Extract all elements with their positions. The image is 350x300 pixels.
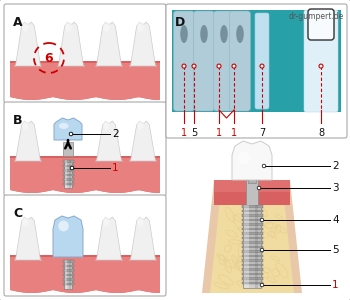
Text: 2: 2 (112, 129, 119, 139)
FancyBboxPatch shape (304, 10, 338, 112)
Bar (64, 260, 72, 289)
Circle shape (217, 64, 221, 68)
Bar (63, 173, 74, 176)
Polygon shape (10, 255, 160, 293)
Polygon shape (10, 63, 160, 100)
Bar (241, 223, 262, 226)
Ellipse shape (137, 18, 144, 32)
Circle shape (182, 64, 186, 68)
Ellipse shape (236, 25, 244, 43)
FancyBboxPatch shape (230, 11, 251, 111)
Bar (241, 277, 262, 280)
Ellipse shape (103, 118, 110, 130)
Ellipse shape (22, 18, 29, 32)
Text: 1: 1 (332, 280, 339, 290)
Bar (69, 160, 71, 188)
Text: 2: 2 (332, 161, 339, 171)
Bar (63, 142, 73, 156)
Ellipse shape (220, 25, 228, 43)
Ellipse shape (22, 118, 29, 130)
FancyBboxPatch shape (4, 4, 166, 103)
Text: 5: 5 (332, 245, 339, 255)
Polygon shape (96, 121, 122, 161)
Bar (241, 254, 262, 257)
Bar (241, 236, 262, 239)
Polygon shape (54, 118, 82, 140)
Bar (63, 274, 74, 276)
Bar (241, 272, 262, 275)
Text: 5: 5 (191, 128, 197, 138)
FancyBboxPatch shape (4, 102, 166, 196)
Polygon shape (130, 121, 156, 161)
Polygon shape (10, 257, 160, 293)
Bar (248, 175, 256, 183)
Polygon shape (210, 180, 294, 293)
Bar (241, 209, 262, 212)
Ellipse shape (103, 213, 110, 227)
Polygon shape (130, 22, 156, 66)
Text: B: B (13, 114, 22, 127)
Text: 4: 4 (332, 215, 339, 225)
Bar (63, 169, 74, 172)
Polygon shape (202, 180, 302, 293)
Text: 1: 1 (216, 128, 222, 138)
Bar (63, 164, 74, 167)
Bar (241, 241, 262, 244)
Polygon shape (10, 158, 160, 193)
Bar (63, 283, 74, 285)
Ellipse shape (238, 152, 250, 164)
Polygon shape (14, 121, 42, 161)
Bar (65, 160, 67, 188)
Polygon shape (96, 22, 122, 66)
Circle shape (260, 218, 264, 222)
Text: 1: 1 (112, 163, 119, 173)
Ellipse shape (200, 25, 208, 43)
Polygon shape (10, 156, 160, 193)
Bar (241, 227, 262, 230)
Polygon shape (53, 216, 83, 257)
Ellipse shape (58, 220, 69, 231)
Text: 7: 7 (259, 128, 265, 138)
Bar (241, 245, 262, 248)
Bar (65, 260, 67, 289)
Circle shape (262, 164, 266, 168)
Bar (63, 278, 74, 280)
FancyBboxPatch shape (166, 4, 347, 138)
Ellipse shape (65, 18, 72, 32)
Bar (241, 250, 262, 253)
Ellipse shape (103, 18, 110, 32)
Polygon shape (14, 217, 42, 260)
Text: C: C (13, 207, 22, 220)
Ellipse shape (22, 213, 29, 227)
Ellipse shape (59, 123, 69, 129)
FancyBboxPatch shape (214, 11, 235, 111)
Text: A: A (13, 16, 23, 29)
Bar (243, 205, 261, 288)
Circle shape (192, 64, 196, 68)
Bar (63, 178, 74, 181)
Bar (246, 180, 258, 205)
Bar (241, 268, 262, 271)
Bar (244, 205, 248, 288)
Bar (63, 182, 74, 185)
Polygon shape (10, 61, 160, 95)
Bar (241, 218, 262, 221)
Polygon shape (214, 180, 290, 205)
Polygon shape (10, 61, 160, 100)
Circle shape (260, 283, 264, 287)
FancyBboxPatch shape (4, 195, 166, 296)
Circle shape (319, 64, 323, 68)
Bar (63, 260, 74, 262)
Circle shape (232, 64, 236, 68)
Ellipse shape (180, 25, 188, 43)
Polygon shape (214, 180, 290, 192)
Bar (241, 232, 262, 235)
Circle shape (69, 132, 73, 136)
Bar (241, 263, 262, 266)
Circle shape (260, 64, 264, 68)
Text: D: D (175, 16, 185, 29)
Bar (172, 10, 341, 112)
Circle shape (260, 248, 264, 252)
Text: 6: 6 (45, 52, 53, 64)
